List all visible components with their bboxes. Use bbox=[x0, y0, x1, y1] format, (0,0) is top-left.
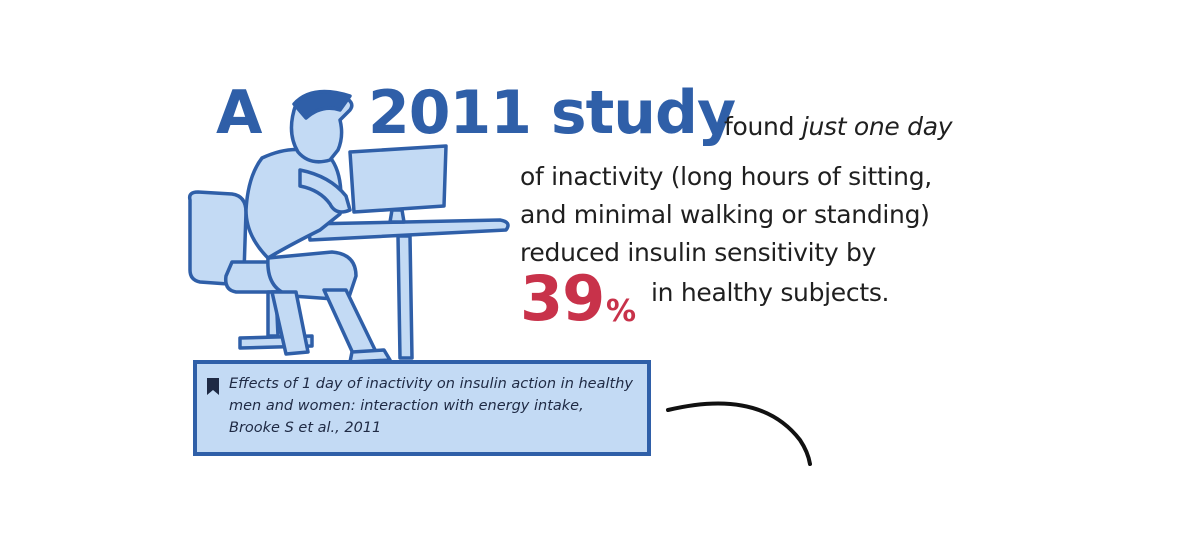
table-top bbox=[306, 218, 510, 242]
stat-percent-sign: % bbox=[606, 294, 637, 329]
person-arm bbox=[298, 168, 352, 214]
person-thigh bbox=[266, 250, 358, 302]
body-line-1-prefix: found bbox=[724, 112, 802, 141]
monitor-stand bbox=[388, 208, 406, 224]
body-line-3: and minimal walking or standing) bbox=[520, 200, 930, 229]
citation-line-1: Effects of 1 day of inactivity on insuli… bbox=[229, 376, 633, 392]
stat-number: 39 bbox=[520, 262, 605, 335]
bookmark-icon bbox=[207, 378, 219, 395]
body-line-5: in healthy subjects. bbox=[651, 278, 890, 307]
body-line-4: reduced insulin sensitivity by bbox=[520, 238, 877, 267]
citation-line-2: men and women: interaction with energy i… bbox=[229, 398, 584, 414]
citation-line-3: Brooke S et al., 2011 bbox=[229, 420, 382, 436]
headline-study-year: 2011 study bbox=[368, 78, 736, 148]
monitor-screen bbox=[348, 144, 448, 214]
person-hair bbox=[292, 89, 352, 120]
table-leg bbox=[396, 234, 414, 360]
body-line-2: of inactivity (long hours of sitting, bbox=[520, 162, 932, 191]
body-line-1: found just one day bbox=[724, 112, 953, 141]
person-back-leg bbox=[270, 290, 310, 356]
citation-box: Effects of 1 day of inactivity on insuli… bbox=[193, 360, 651, 456]
body-line-1-emphasis: just one day bbox=[801, 112, 953, 141]
headline-letter-a: A bbox=[216, 78, 262, 148]
